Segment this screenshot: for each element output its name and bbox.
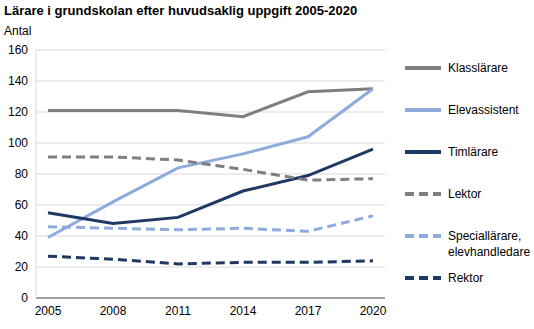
svg-text:2011: 2011 — [165, 304, 191, 318]
html-text:Rektor: Rektor — [448, 271, 484, 285]
html-text:Lektor: Lektor — [448, 187, 482, 201]
svg-text:120: 120 — [8, 105, 28, 119]
svg-text:2017: 2017 — [295, 304, 322, 318]
svg-text:160: 160 — [8, 43, 28, 57]
svg-text:60: 60 — [15, 198, 29, 212]
html-text:Timlärare: Timlärare — [448, 145, 499, 159]
svg-text:40: 40 — [15, 229, 29, 243]
svg-text:2020: 2020 — [360, 304, 387, 318]
svg-text:2005: 2005 — [35, 304, 62, 318]
svg-text:0: 0 — [21, 291, 28, 305]
html-text:Klasslärare: Klasslärare — [448, 61, 508, 75]
svg-text:80: 80 — [15, 167, 29, 181]
svg-text:140: 140 — [8, 74, 28, 88]
html-text:Speciallärare, elevhandledare: Speciallärare, elevhandledare — [448, 229, 531, 259]
html-text:Antal: Antal — [4, 24, 32, 38]
svg-text:20: 20 — [15, 260, 29, 274]
html-text:Lärare i grundskolan efter huv: Lärare i grundskolan efter huvudsaklig u… — [4, 3, 358, 18]
svg-text:2008: 2008 — [100, 304, 127, 318]
html-text:Elevassistent: Elevassistent — [448, 103, 519, 117]
svg-text:2014: 2014 — [230, 304, 257, 318]
svg-text:100: 100 — [8, 136, 28, 150]
